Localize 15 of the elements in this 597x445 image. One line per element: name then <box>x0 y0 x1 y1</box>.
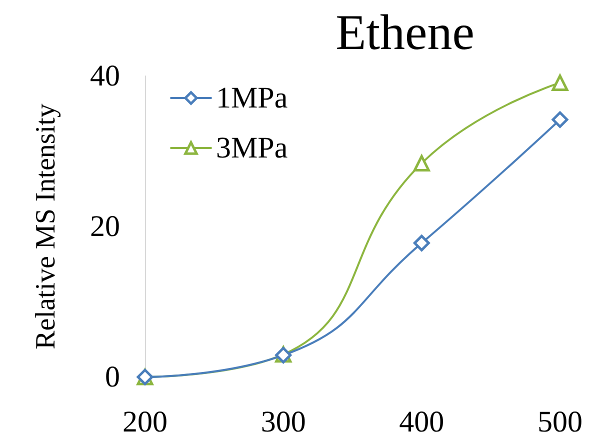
chart-title: Ethene <box>336 4 474 60</box>
point <box>552 111 568 128</box>
point <box>552 74 568 92</box>
y-tick-label: 40 <box>90 60 120 92</box>
y-axis-title: Relative MS Intensity <box>30 104 62 350</box>
y-tick-label: 0 <box>105 360 120 394</box>
x-tick-label: 500 <box>538 406 582 438</box>
x-tick-label: 200 <box>122 406 168 438</box>
x-tick-label: 400 <box>399 406 444 438</box>
legend-label: 3MPa <box>216 132 288 164</box>
point <box>413 234 430 252</box>
point <box>413 155 430 172</box>
legend-label: 1MPa <box>216 82 288 114</box>
x-tick-label: 300 <box>260 406 306 438</box>
y-tick-label: 20 <box>90 210 120 243</box>
